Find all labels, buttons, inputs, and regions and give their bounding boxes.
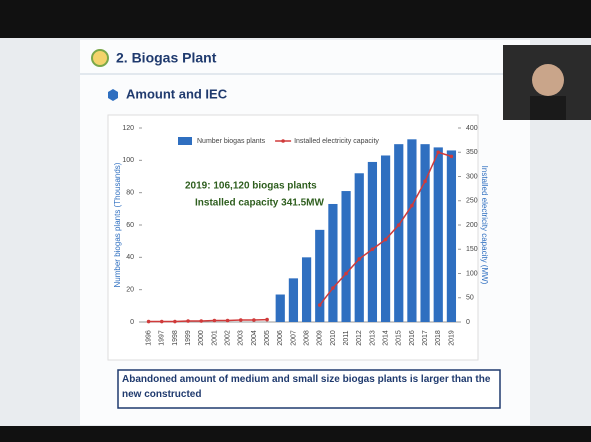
bar xyxy=(341,191,351,322)
point xyxy=(252,318,256,322)
legend-label: Number biogas plants xyxy=(197,138,266,145)
point xyxy=(238,318,243,322)
point xyxy=(423,179,427,184)
point xyxy=(212,318,217,323)
y-tick-label: 120 xyxy=(122,125,134,132)
x-tick-label: 2009 xyxy=(317,330,324,346)
x-tick-label: 2019 xyxy=(448,330,455,346)
x-tick-label: 2012 xyxy=(356,330,363,346)
bar xyxy=(315,229,325,322)
bar xyxy=(407,139,417,322)
annotation: 2019: 106,120 biogas plants xyxy=(185,181,317,192)
y2-axis-label: Installed electricity capacity (MW) xyxy=(480,166,489,285)
webcam-face xyxy=(532,64,564,96)
y2-tick-label: 350 xyxy=(466,149,478,156)
point xyxy=(331,286,335,290)
point xyxy=(436,150,441,155)
y-tick-label: 80 xyxy=(126,190,134,197)
y2-tick-label: 150 xyxy=(466,246,478,253)
x-tick-label: 2001 xyxy=(211,330,218,346)
x-tick-label: 1997 xyxy=(159,330,166,346)
x-tick-label: 1996 xyxy=(145,330,152,346)
point xyxy=(173,319,177,324)
point xyxy=(410,203,414,208)
note: Abandoned amount of medium and small siz… xyxy=(122,374,491,400)
bar xyxy=(328,203,338,322)
point xyxy=(146,319,151,324)
annotation: Installed capacity 341.5MW xyxy=(195,198,325,209)
y-tick-label: 40 xyxy=(126,254,134,261)
point xyxy=(449,154,454,159)
legend-label: Installed electricity capacity xyxy=(294,138,379,145)
point xyxy=(383,237,388,242)
y2-tick-label: 100 xyxy=(466,270,478,277)
x-tick-label: 2017 xyxy=(422,330,429,346)
y-tick-label: 100 xyxy=(122,157,134,164)
bar xyxy=(394,144,404,322)
y2-tick-label: 300 xyxy=(466,173,478,180)
legend-swatch-dot xyxy=(281,139,285,143)
point xyxy=(317,303,322,307)
x-tick-label: 1998 xyxy=(172,330,179,346)
x-tick-label: 2016 xyxy=(409,330,416,346)
y2-tick-label: 400 xyxy=(466,125,478,132)
y2-tick-label: 250 xyxy=(466,198,478,205)
x-tick-label: 1999 xyxy=(185,330,192,346)
note-wrap: Abandoned amount of medium and small siz… xyxy=(122,374,491,400)
point xyxy=(199,319,204,323)
bar xyxy=(367,161,378,322)
point xyxy=(357,257,362,261)
x-tick-label: 2011 xyxy=(343,330,350,345)
bar xyxy=(354,173,364,322)
logo xyxy=(91,49,109,67)
x-tick-label: 2005 xyxy=(264,330,271,346)
x-tick-label: 2000 xyxy=(198,330,205,346)
bar xyxy=(275,294,285,322)
y2-tick-label: 0 xyxy=(466,319,470,326)
point xyxy=(344,271,348,276)
note-box xyxy=(117,369,501,409)
bottom-bar xyxy=(0,426,591,442)
slide-title: 2. Biogas Plant xyxy=(116,50,217,66)
x-tick-label: 2003 xyxy=(238,330,245,346)
x-tick-label: 2006 xyxy=(277,330,284,346)
bar xyxy=(420,144,430,322)
y2-tick-label: 50 xyxy=(466,295,474,302)
point xyxy=(370,247,375,252)
slide-heading: Amount and IEC xyxy=(126,86,228,101)
x-tick-label: 2008 xyxy=(303,330,310,346)
point xyxy=(186,319,190,323)
x-tick-label: 2018 xyxy=(435,330,442,346)
point xyxy=(265,317,269,322)
y-tick-label: 60 xyxy=(126,222,134,229)
point xyxy=(159,319,164,324)
x-tick-label: 2002 xyxy=(224,330,231,346)
bar xyxy=(433,147,443,322)
webcam-body xyxy=(530,96,566,120)
point xyxy=(396,223,401,227)
x-tick-label: 2014 xyxy=(382,330,389,346)
x-tick-label: 2010 xyxy=(330,330,337,346)
y-axis-label: Number biogas plants (Thousands) xyxy=(113,162,122,287)
y2-tick-label: 200 xyxy=(466,222,478,229)
y-tick-label: 0 xyxy=(130,319,134,326)
x-tick-label: 2004 xyxy=(251,330,258,346)
x-tick-label: 2015 xyxy=(396,330,403,346)
bullet xyxy=(108,89,118,101)
bar xyxy=(301,257,312,322)
bar xyxy=(446,150,457,322)
legend-swatch xyxy=(178,137,192,145)
point xyxy=(225,318,230,323)
x-tick-label: 2007 xyxy=(290,330,297,346)
bar xyxy=(288,278,299,322)
y-tick-label: 20 xyxy=(126,287,134,294)
x-tick-label: 2013 xyxy=(369,330,376,346)
